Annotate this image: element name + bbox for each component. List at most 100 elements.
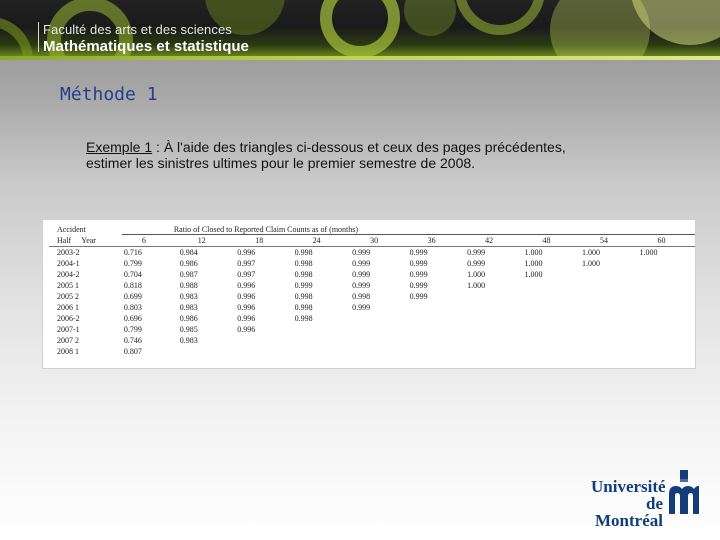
ratio-cell [580,335,637,346]
ratio-cell: 0.999 [352,270,371,279]
table-row: 2004-1 0.799 0.986 0.997 0.998 0.999 0.999 0.99… [49,258,695,269]
ratio-cell [523,302,580,313]
ratio-cell: 0.996 [237,281,256,290]
ratio-cell: 1.000 [524,248,543,257]
ratio-cell: 1.000 [467,270,486,279]
ratio-cell [408,346,465,357]
ratio-cell: 0.998 [294,292,313,301]
ratio-cell: 0.999 [294,281,313,290]
ratio-cell: 0.999 [409,259,428,268]
udem-emblem-icon [669,470,699,514]
accident-half-cell: 2008 1 [57,347,79,356]
ratio-cell [637,280,695,291]
ratio-cell: 0.696 [123,314,142,323]
ratio-cell: 0.799 [123,325,142,334]
accident-header: Accident [57,224,86,234]
claims-ratio-table: Accident Ratio of Closed to Reported Cla… [49,224,695,357]
ratio-cell [350,324,407,335]
ratio-cell [637,324,695,335]
ratio-cell: 0.704 [123,270,142,279]
ratio-cell: 0.999 [409,270,428,279]
ratio-cell: 1.000 [524,270,543,279]
section-title: Méthode 1 [60,84,158,105]
ratio-cell [465,313,522,324]
ratio-cell: 0.999 [352,259,371,268]
ratio-cell: 0.986 [179,259,198,268]
period-header: 54 [580,234,638,247]
ratio-cell: 0.998 [294,259,313,268]
table-row: 2007-1 0.799 0.985 0.996 [49,324,695,335]
ratio-cell: 0.999 [409,281,428,290]
ratio-cell [580,313,637,324]
ratio-cell: 0.746 [123,336,142,345]
ratio-cell [523,324,580,335]
ratio-cell [235,335,292,346]
ratio-cell [637,291,695,302]
ratio-cell [293,324,350,335]
accident-half-cell: 2004-1 [57,259,80,268]
ratio-cell: 0.699 [123,292,142,301]
table-row: 2005 2 0.699 0.983 0.996 0.998 0.998 0.999 [49,291,695,302]
ratio-cell [637,302,695,313]
table-row: 2007 2 0.746 0.983 [49,335,695,346]
ratio-cell: 0.999 [467,259,486,268]
ratio-cell: 0.807 [123,347,142,356]
ratio-cell [350,313,407,324]
exercise-text-line2: estimer les sinistres ultimes pour le pr… [86,155,476,171]
table-body: 2003-2 0.716 0.984 0.996 0.998 0.999 0.999 0.99… [49,247,695,358]
table-row: 2005 1 0.818 0.988 0.996 0.999 0.999 0.999 1.00… [49,280,695,291]
header-banner [0,0,720,60]
ratio-cell [465,346,522,357]
ratio-cell: 1.000 [639,248,658,257]
ratio-cell: 0.803 [123,303,142,312]
ratio-cell [465,291,522,302]
ratio-cell: 0.997 [237,270,256,279]
ratio-cell [293,335,350,346]
table-row: 2004-2 0.704 0.987 0.997 0.998 0.999 0.999 1.00… [49,269,695,280]
ratio-cell: 0.985 [179,325,198,334]
ratio-cell [637,335,695,346]
ratio-cell: 0.988 [179,281,198,290]
ratio-cell: 1.000 [582,248,600,257]
ratio-cell [293,346,350,357]
ratio-cell [580,324,637,335]
ratio-cell: 0.996 [237,248,256,257]
ratio-cell [580,346,637,357]
ratio-cell [235,346,292,357]
ratio-cell: 0.983 [179,336,198,345]
ratio-cell: 0.999 [467,248,486,257]
ratio-cell: 0.999 [409,292,428,301]
ratio-cell: 0.998 [294,270,313,279]
period-header: 30 [350,234,408,247]
ratio-cell: 0.999 [352,281,371,290]
period-header: 42 [465,234,523,247]
ratio-cell [580,291,637,302]
ratio-cell [637,313,695,324]
ratio-cell: 0.984 [179,248,198,257]
ratio-cell: 0.983 [179,292,198,301]
accident-half-cell: 2005 1 [57,281,79,290]
ratio-cell: 0.983 [179,303,198,312]
header-divider [38,22,39,52]
period-header: 60 [637,234,695,247]
ratio-cell [465,324,522,335]
logo-text: Université de Montréal [591,478,666,529]
table-row: 2006-2 0.696 0.986 0.996 0.998 [49,313,695,324]
ratio-cell: 0.997 [237,259,256,268]
ratio-cell: 0.998 [352,292,371,301]
accident-half-cell: 2007-1 [57,325,80,334]
ratio-cell [178,346,235,357]
period-header: 24 [292,234,351,247]
ratio-cell: 0.716 [123,248,142,257]
period-header: 18 [235,234,293,247]
accident-half-cell: 2006 1 [57,303,79,312]
ratio-cell [465,302,522,313]
table-row: 2003-2 0.716 0.984 0.996 0.998 0.999 0.999 0.99… [49,247,695,259]
accident-half-cell: 2005 2 [57,292,79,301]
ratio-cell: 0.986 [179,314,198,323]
ratio-cell: 0.996 [237,314,256,323]
period-header: 48 [522,234,580,247]
ratio-cell [523,335,580,346]
half-year-header: Half Year [49,234,122,247]
accident-half-cell: 2003-2 [57,248,80,257]
